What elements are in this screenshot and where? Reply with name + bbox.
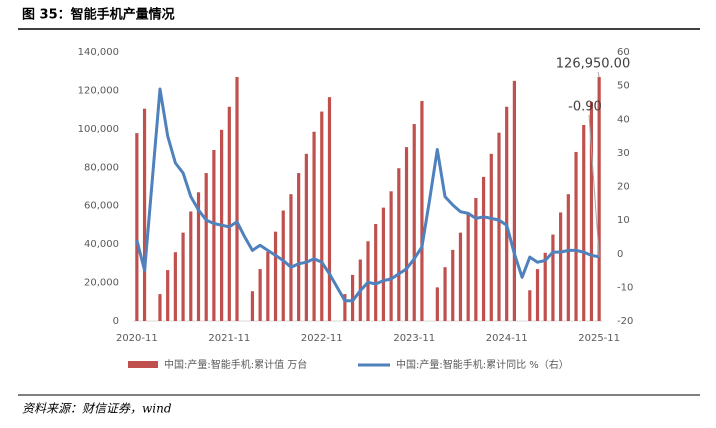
y2-tick-label: 20: [617, 182, 630, 193]
bar: [297, 173, 301, 321]
bar: [404, 147, 409, 321]
chart-title: 图 35：智能手机产量情况: [22, 7, 175, 23]
bar: [512, 80, 516, 321]
bar: [327, 97, 332, 322]
y2-tick-label: 50: [617, 81, 630, 92]
bar: [227, 106, 231, 321]
bar: [589, 101, 594, 321]
x-tick-label: 2023-11: [393, 333, 435, 344]
bar: [451, 249, 455, 321]
bar: [435, 287, 439, 321]
y-tick-label: 60,000: [84, 201, 119, 212]
y-tick-label: 0: [113, 316, 119, 327]
bar: [551, 234, 555, 321]
bar: [343, 294, 347, 321]
x-tick-label: 2024-11: [486, 333, 528, 344]
y2-tick-label: -20: [617, 316, 633, 327]
bar: [597, 77, 601, 321]
legend-swatch: [128, 361, 158, 368]
y2-tick-label: 60: [617, 47, 630, 58]
bar: [266, 251, 270, 321]
bar: [566, 194, 570, 321]
annotation: -0.90: [568, 100, 602, 115]
annotation-leader: [597, 71, 600, 78]
bar: [381, 207, 386, 321]
bar: [135, 133, 139, 321]
legend-label: 中国:产量:智能手机:累计同比 %（右）: [396, 358, 569, 371]
bar: [474, 198, 478, 321]
legend-label: 中国:产量:智能手机:累计值 万台: [164, 358, 307, 371]
y2-tick-label: 30: [617, 148, 630, 159]
bar: [543, 252, 547, 321]
y-tick-label: 120,000: [78, 85, 119, 96]
bar: [273, 231, 278, 321]
annotation: 126,950.00: [556, 57, 630, 72]
y-tick-label: 100,000: [78, 124, 119, 135]
bar: [535, 269, 540, 321]
bar: [196, 192, 201, 321]
annotation-leader: [588, 114, 600, 257]
bar: [142, 108, 147, 321]
bar: [189, 211, 193, 321]
bar: [304, 153, 308, 321]
bar: [582, 125, 586, 321]
y-tick-label: 80,000: [84, 162, 119, 173]
bar: [481, 176, 486, 321]
y-tick-label: 40,000: [84, 239, 119, 250]
bar: [458, 232, 463, 321]
y-tick-label: 20,000: [84, 278, 119, 289]
x-tick-label: 2020-11: [116, 333, 158, 344]
bar: [497, 132, 501, 321]
x-tick-label: 2025-11: [578, 333, 620, 344]
x-tick-label: 2022-11: [301, 333, 343, 344]
bar: [528, 290, 532, 321]
line: [135, 87, 600, 303]
bar: [374, 223, 378, 321]
bar: [489, 153, 493, 321]
bar: [350, 274, 355, 321]
bar: [505, 106, 509, 321]
bar: [289, 194, 293, 321]
y2-tick-label: -10: [617, 282, 633, 293]
bar: [158, 294, 162, 321]
bar: [281, 210, 285, 321]
bar: [258, 269, 262, 321]
x-tick-label: 2021-11: [208, 333, 250, 344]
bar: [204, 173, 208, 321]
bar: [166, 270, 170, 321]
bar: [181, 232, 185, 321]
bar: [574, 151, 578, 321]
bar: [412, 124, 416, 321]
source: 资料来源：财信证券，wind: [22, 402, 172, 416]
y2-tick-label: 40: [617, 114, 630, 125]
bar: [250, 291, 255, 321]
y-tick-label: 140,000: [78, 47, 119, 58]
bar: [397, 168, 401, 321]
bar: [466, 214, 470, 321]
bar: [173, 252, 177, 321]
bar: [212, 149, 216, 321]
bar: [320, 111, 324, 321]
bar: [389, 191, 393, 321]
bar: [420, 100, 424, 321]
bar: [312, 131, 316, 321]
bar: [559, 212, 563, 321]
y2-tick-label: 0: [617, 249, 623, 260]
y2-tick-label: 10: [617, 215, 630, 226]
bar: [235, 76, 239, 321]
bar: [443, 267, 447, 321]
